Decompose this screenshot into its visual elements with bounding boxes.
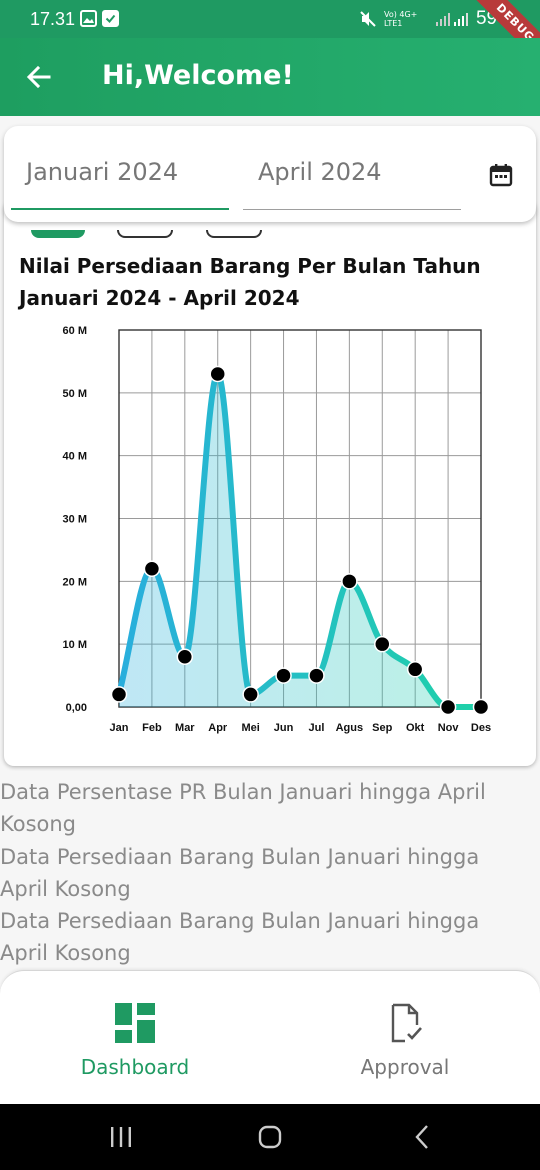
network-label: Vo) 4G+ LTE1 <box>383 10 418 28</box>
x-tick-label: Apr <box>208 722 228 734</box>
y-tick-label: 0,00 <box>66 702 87 714</box>
nav-item-approval[interactable]: Approval <box>270 971 540 1105</box>
back-system-button[interactable] <box>408 1122 438 1152</box>
end-date-value: April 2024 <box>258 158 382 186</box>
data-point <box>110 686 128 703</box>
nav-label-dashboard: Dashboard <box>80 1055 190 1079</box>
home-icon <box>258 1125 282 1149</box>
data-point <box>209 365 226 383</box>
x-tick-label: Nov <box>438 722 460 734</box>
series-line <box>116 370 482 710</box>
x-tick-label: Sep <box>372 722 392 734</box>
x-tick-label: Mar <box>175 722 195 734</box>
data-point <box>275 667 292 684</box>
data-point <box>242 686 259 703</box>
x-tick-label: Jul <box>309 722 325 734</box>
data-point <box>472 698 490 716</box>
nav-label-approval: Approval <box>360 1055 450 1079</box>
y-tick-label: 50 M <box>63 388 87 400</box>
data-point <box>176 648 194 665</box>
date-range-card: Januari 2024 April 2024 <box>4 126 536 222</box>
check-notification-icon <box>102 10 119 27</box>
x-tick-label: Okt <box>406 722 425 734</box>
page-title: Hi,Welcome! <box>102 60 294 91</box>
x-tick-label: Jun <box>274 722 294 734</box>
back-button[interactable] <box>24 62 54 92</box>
data-point <box>374 635 391 653</box>
y-tick-label: 20 M <box>63 576 87 588</box>
empty-message-pr: Data Persentase PR Bulan Januari hingga … <box>0 780 486 836</box>
arrow-back-icon <box>26 65 51 89</box>
mute-icon <box>360 11 376 27</box>
nav-item-dashboard[interactable]: Dashboard <box>0 971 270 1105</box>
series-area <box>119 373 481 707</box>
calendar-button[interactable] <box>488 162 514 188</box>
system-navigation-bar <box>0 1104 540 1170</box>
gallery-notification-icon <box>80 10 97 27</box>
data-point <box>439 698 457 716</box>
chart-title: Nilai Persediaan Barang Per Bulan Tahun … <box>19 254 481 310</box>
x-tick-label: Feb <box>142 722 162 734</box>
signal-icon <box>435 13 468 26</box>
status-time: 17.31 <box>30 9 76 29</box>
data-point <box>143 560 161 578</box>
empty-message-stock-1: Data Persediaan Barang Bulan Januari hin… <box>0 845 480 901</box>
y-tick-label: 30 M <box>63 514 87 526</box>
recent-apps-icon <box>111 1127 131 1147</box>
status-bar: 17.31 Vo) 4G+ LTE1 59% DEBUG <box>0 0 540 77</box>
inventory-chart: 0,00 10 M 20 M 30 M 40 M 50 M 60 M Jan Feb Mar Apr… <box>63 325 492 734</box>
start-date-field[interactable]: Januari 2024 <box>11 126 229 210</box>
bottom-navigation: Dashboard Approval <box>0 970 540 1104</box>
data-point <box>406 661 424 678</box>
x-tick-label: Agus <box>336 722 364 734</box>
x-tick-label: Mei <box>241 722 259 734</box>
calendar-icon <box>489 164 513 187</box>
y-tick-label: 40 M <box>63 451 87 463</box>
chart-card: Nilai Persediaan Barang Per Bulan Tahun … <box>4 200 536 766</box>
data-point <box>308 667 325 684</box>
x-tick-label: Jan <box>110 722 129 734</box>
recent-apps-button[interactable] <box>106 1122 136 1152</box>
chevron-left-icon <box>415 1125 428 1149</box>
empty-message-stock-2: Data Persediaan Barang Bulan Januari hin… <box>0 909 480 965</box>
data-point <box>341 573 358 590</box>
home-button[interactable] <box>255 1122 285 1152</box>
end-date-field[interactable]: April 2024 <box>243 126 461 210</box>
approval-document-icon <box>391 1003 422 1043</box>
x-tick-label: Des <box>471 722 491 734</box>
start-date-value: Januari 2024 <box>26 158 179 186</box>
dashboard-icon <box>115 1003 155 1043</box>
y-tick-label: 10 M <box>63 639 87 651</box>
y-tick-label: 60 M <box>63 325 87 337</box>
app-bar: Hi,Welcome! <box>0 38 540 116</box>
